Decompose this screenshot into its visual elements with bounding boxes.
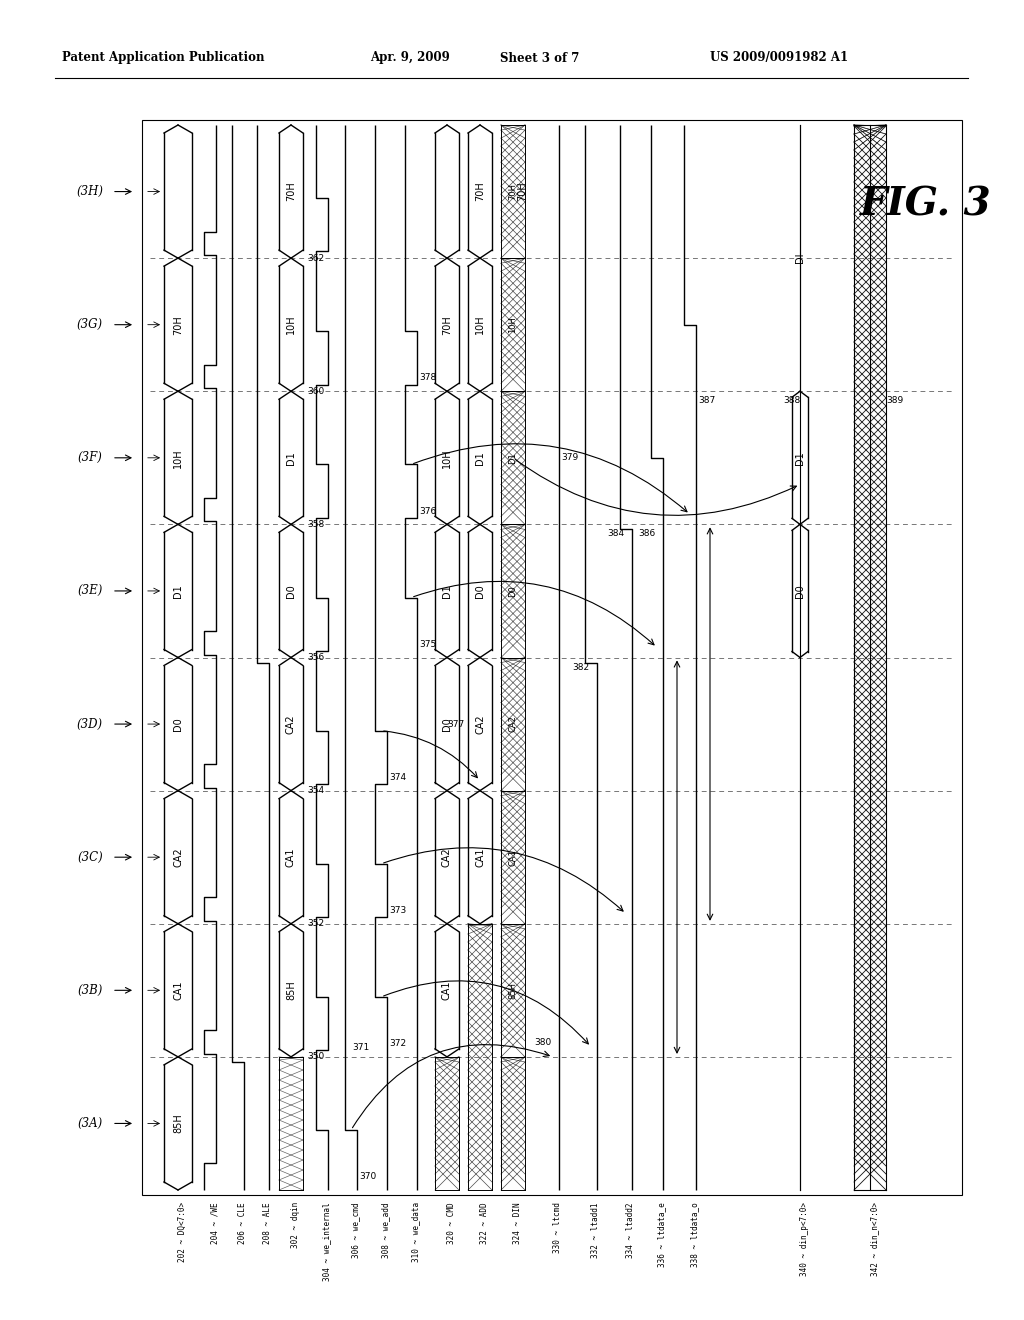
Text: 70H: 70H (517, 182, 527, 202)
Text: 330 ~ ltcmd: 330 ~ ltcmd (553, 1203, 562, 1253)
Text: 324 ~ DIN: 324 ~ DIN (513, 1203, 522, 1243)
Text: D0: D0 (442, 717, 452, 731)
Bar (142, 120, 962, 1195)
Text: 70H: 70H (286, 182, 296, 202)
Text: CA1: CA1 (286, 847, 296, 867)
Text: 85H: 85H (509, 982, 517, 999)
Text: 302 ~ dqin: 302 ~ dqin (291, 1203, 300, 1249)
Text: 85H: 85H (286, 981, 296, 1001)
Text: 376: 376 (419, 507, 436, 516)
Text: 10H: 10H (475, 315, 485, 334)
Text: (3H): (3H) (77, 185, 103, 198)
Text: 320 ~ CMD: 320 ~ CMD (447, 1203, 456, 1243)
Text: FIG. 3: FIG. 3 (860, 186, 991, 224)
Text: D0: D0 (509, 585, 517, 597)
Text: Apr. 9, 2009: Apr. 9, 2009 (370, 51, 450, 65)
Text: D1: D1 (173, 583, 183, 598)
Text: 304 ~ we_internal: 304 ~ we_internal (322, 1203, 331, 1280)
Text: 373: 373 (389, 906, 407, 915)
Text: 360: 360 (307, 387, 325, 396)
Text: DI: DI (795, 253, 805, 264)
Text: D1: D1 (442, 583, 452, 598)
Text: 356: 356 (307, 653, 325, 663)
Text: 378: 378 (419, 374, 436, 383)
Text: 370: 370 (359, 1172, 376, 1181)
Text: 379: 379 (561, 453, 579, 462)
Text: CA2: CA2 (286, 714, 296, 734)
Text: 336 ~ ltdata_e: 336 ~ ltdata_e (657, 1203, 666, 1267)
Text: (3D): (3D) (77, 718, 103, 730)
Text: 386: 386 (638, 529, 655, 539)
Text: 10H: 10H (173, 447, 183, 467)
Text: 352: 352 (307, 919, 325, 928)
Text: (3A): (3A) (78, 1117, 102, 1130)
Text: 342 ~ din_n<7:0>: 342 ~ din_n<7:0> (870, 1203, 879, 1276)
Text: 362: 362 (307, 253, 325, 263)
Text: 10H: 10H (442, 447, 452, 467)
Text: 358: 358 (307, 520, 325, 529)
Text: 389: 389 (886, 396, 903, 405)
Text: 372: 372 (389, 1039, 407, 1048)
Text: 388: 388 (783, 396, 801, 405)
Text: 10H: 10H (286, 315, 296, 334)
Text: Sheet 3 of 7: Sheet 3 of 7 (500, 51, 580, 65)
Text: (3G): (3G) (77, 318, 103, 331)
Text: 338 ~ ltdata_o: 338 ~ ltdata_o (690, 1203, 699, 1267)
Text: (3C): (3C) (77, 850, 102, 863)
Text: CA2: CA2 (173, 847, 183, 867)
Text: 85H: 85H (173, 1114, 183, 1134)
Text: 70H: 70H (442, 314, 452, 334)
Text: CA1: CA1 (509, 849, 517, 866)
Text: (3F): (3F) (78, 451, 102, 465)
Text: 354: 354 (307, 787, 325, 795)
Text: D0: D0 (475, 583, 485, 598)
Text: 70H: 70H (173, 314, 183, 334)
Text: D1: D1 (795, 451, 805, 465)
Text: 306 ~ we_cmd: 306 ~ we_cmd (351, 1203, 360, 1258)
Text: 202 ~ DQ<7:0>: 202 ~ DQ<7:0> (178, 1203, 187, 1262)
Text: (3E): (3E) (78, 585, 102, 598)
Text: D1: D1 (475, 451, 485, 465)
Text: 308 ~ we_add: 308 ~ we_add (381, 1203, 390, 1258)
Text: CA1: CA1 (475, 847, 485, 867)
Text: 322 ~ ADD: 322 ~ ADD (480, 1203, 489, 1243)
Text: 70H: 70H (509, 183, 517, 201)
Text: 310 ~ we_data: 310 ~ we_data (411, 1203, 420, 1262)
Text: 204 ~ /WE: 204 ~ /WE (210, 1203, 219, 1243)
Text: CA1: CA1 (173, 981, 183, 1001)
Text: 10H: 10H (509, 317, 517, 333)
Text: CA2: CA2 (509, 715, 517, 733)
Text: 340 ~ din_p<7:0>: 340 ~ din_p<7:0> (800, 1203, 809, 1276)
Text: 374: 374 (389, 772, 407, 781)
Text: D0: D0 (286, 583, 296, 598)
Text: CA2: CA2 (475, 714, 485, 734)
Text: 70H: 70H (475, 182, 485, 202)
Text: 371: 371 (352, 1043, 370, 1052)
Text: (3B): (3B) (78, 983, 102, 997)
Text: 380: 380 (535, 1038, 552, 1047)
Text: D1: D1 (509, 451, 517, 463)
Text: 334 ~ ltadd2: 334 ~ ltadd2 (626, 1203, 635, 1258)
Text: CA2: CA2 (442, 847, 452, 867)
Text: D0: D0 (173, 717, 183, 731)
Text: D1: D1 (286, 451, 296, 465)
Text: CA1: CA1 (442, 981, 452, 1001)
Text: D0: D0 (795, 583, 805, 598)
Text: 384: 384 (607, 529, 625, 539)
Text: 375: 375 (419, 640, 436, 648)
Text: 377: 377 (447, 719, 465, 729)
Text: 382: 382 (572, 663, 590, 672)
Text: Patent Application Publication: Patent Application Publication (62, 51, 264, 65)
Text: 206 ~ CLE: 206 ~ CLE (238, 1203, 247, 1243)
Text: 387: 387 (698, 396, 715, 405)
Text: 350: 350 (307, 1052, 325, 1061)
Text: 332 ~ ltadd1: 332 ~ ltadd1 (591, 1203, 600, 1258)
Text: 208 ~ ALE: 208 ~ ALE (263, 1203, 272, 1243)
Text: US 2009/0091982 A1: US 2009/0091982 A1 (710, 51, 848, 65)
